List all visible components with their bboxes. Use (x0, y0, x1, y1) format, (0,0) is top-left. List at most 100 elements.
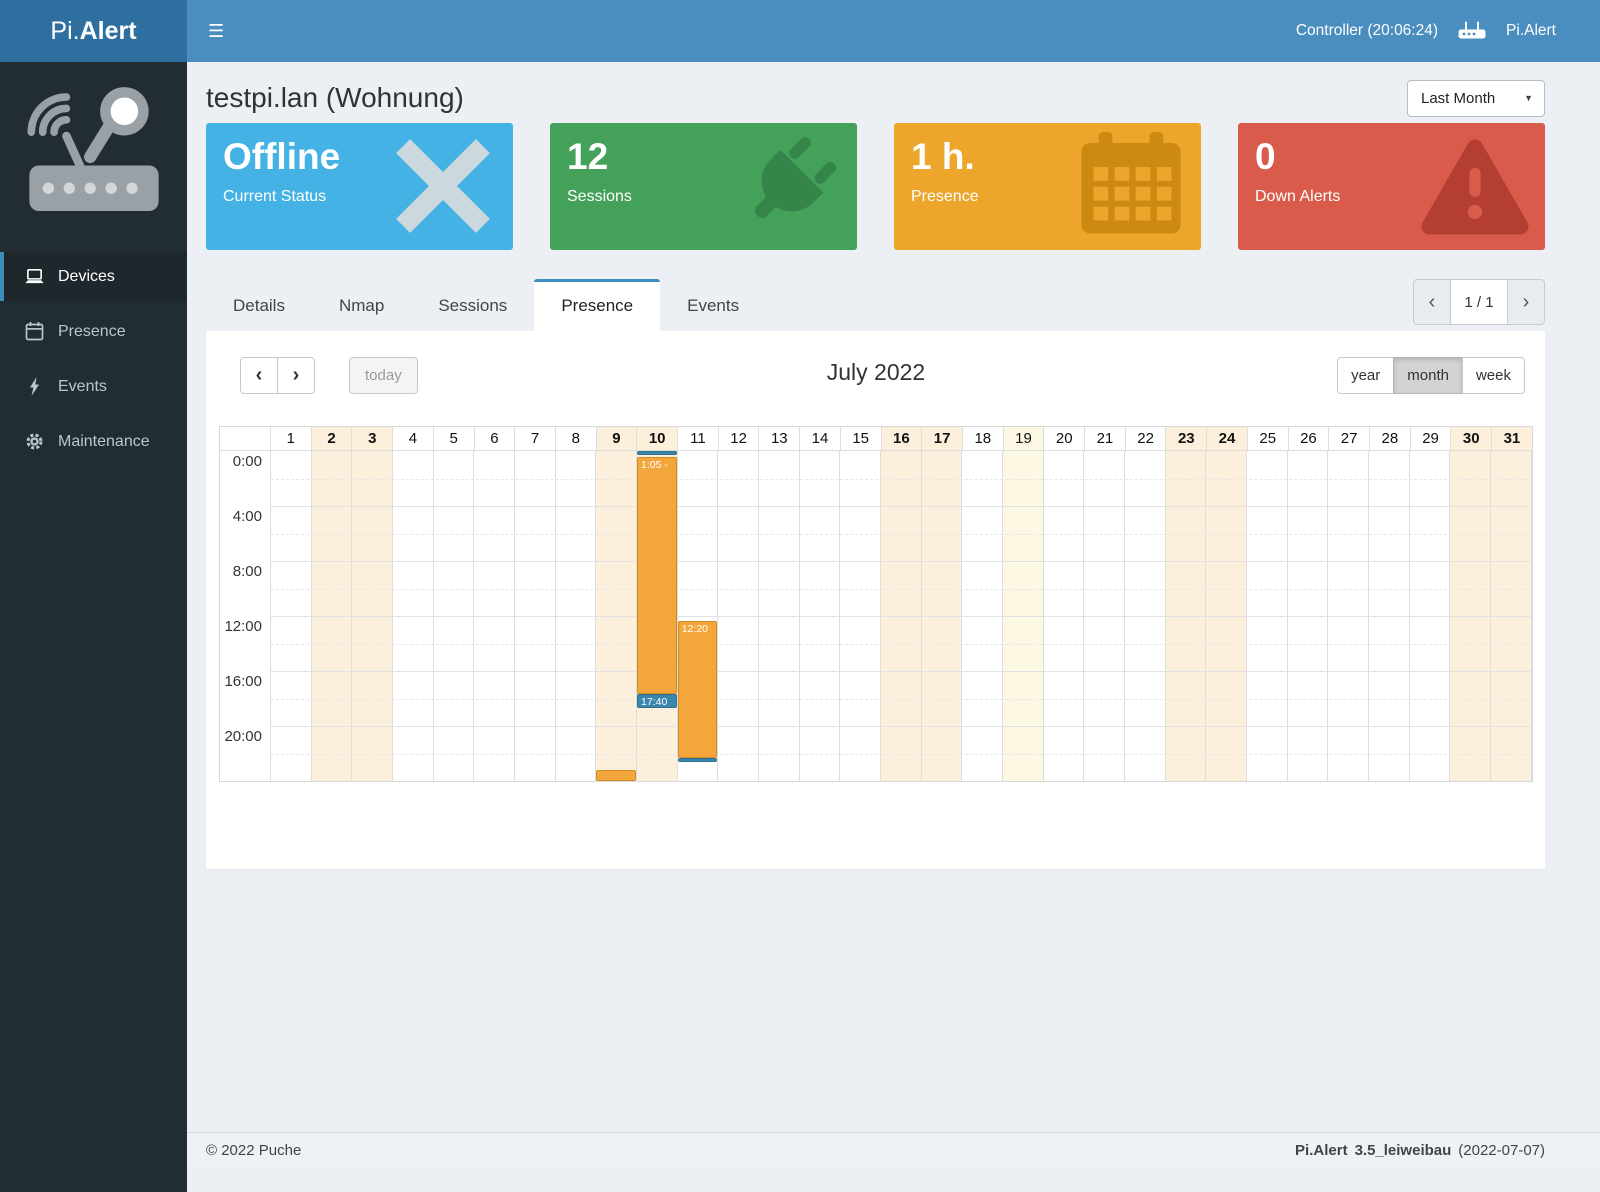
stat-card-sessions: 12 Sessions (550, 123, 857, 250)
calendar-event[interactable] (637, 451, 677, 456)
calendar-day-column-21[interactable] (1084, 451, 1126, 781)
tab-nmap[interactable]: Nmap (338, 296, 385, 315)
calendar-event[interactable]: 12:20 (677, 620, 718, 758)
time-label: 4:00 (232, 508, 262, 525)
footer-date: (2022-07-07) (1458, 1142, 1545, 1159)
calendar-day-column-13[interactable] (759, 451, 800, 781)
navbar-app-name[interactable]: Pi.Alert (1506, 22, 1556, 39)
calendar-day-header-27: 27 (1329, 427, 1370, 450)
calendar-event[interactable] (677, 758, 718, 762)
calendar-day-header-10: 10 (637, 427, 679, 450)
navbar-content: ☰ Controller (20:06:24) Pi.Alert (187, 0, 1600, 62)
calendar-day-column-27[interactable] (1328, 451, 1370, 781)
tab-details[interactable]: Details (233, 296, 285, 315)
tab-presence[interactable]: Presence (534, 279, 661, 331)
x-icon (387, 130, 499, 242)
sidebar-item-events[interactable]: Events (0, 362, 187, 411)
sidebar-item-devices[interactable]: Devices (0, 252, 187, 301)
calendar-day-header-5: 5 (434, 427, 475, 450)
calendar-day-header-15: 15 (841, 427, 882, 450)
calendar-today-button[interactable]: today (349, 357, 418, 394)
calendar-day-header-8: 8 (556, 427, 597, 450)
page-prev-button[interactable]: ‹ (1413, 279, 1451, 325)
calendar-day-header: 1 2 3 4 5 6 7 8 9 10 11 12 13 14 15 16 17 18 19 20 21 22 23 24 2… (220, 427, 1532, 451)
calendar-next-button[interactable]: › (277, 357, 315, 394)
calendar-day-column-25[interactable] (1247, 451, 1288, 781)
calendar-day-header-3: 3 (352, 427, 394, 450)
calendar-day-column-6[interactable] (474, 451, 516, 781)
calendar-day-header-18: 18 (963, 427, 1004, 450)
stat-card-label: Presence (911, 187, 979, 205)
controller-status[interactable]: Controller (20:06:24) (1295, 22, 1439, 39)
calendar-title: July 2022 (826, 359, 926, 385)
page-title: testpi.lan (Wohnung) (206, 82, 464, 113)
calendar-header-gutter (220, 427, 271, 450)
calendar-day-header-31: 31 (1492, 427, 1532, 450)
page-header: testpi.lan (Wohnung) Last Month ▼ (206, 74, 1545, 122)
calendar-grid-icon (1075, 130, 1187, 242)
calendar-view-week[interactable]: week (1461, 357, 1525, 394)
calendar-day-header-24: 24 (1207, 427, 1248, 450)
calendar-day-column-9[interactable] (596, 451, 638, 781)
calendar-day-column-29[interactable] (1410, 451, 1451, 781)
calendar-day-column-11[interactable]: 12:20 (677, 451, 719, 781)
calendar-day-header-23: 23 (1166, 427, 1208, 450)
brand-bold: Alert (79, 16, 137, 45)
calendar-day-column-19[interactable] (1003, 451, 1044, 781)
sidebar-item-maintenance[interactable]: Maintenance (0, 417, 187, 466)
calendar-event[interactable] (596, 770, 637, 781)
page-bottom-spacer (187, 1168, 1600, 1192)
page-next-button[interactable]: › (1507, 279, 1545, 325)
sidebar-menu: Devices Presence Events Maintenance (0, 252, 187, 466)
calendar-event[interactable]: 1:05 - (637, 457, 677, 694)
calendar-day-header-16: 16 (881, 427, 923, 450)
sidebar-item-presence[interactable]: Presence (0, 307, 187, 356)
calendar-day-column-31[interactable] (1491, 451, 1532, 781)
time-label: 12:00 (224, 618, 262, 635)
pialert-logo-art (0, 62, 187, 252)
calendar-day-column-4[interactable] (393, 451, 434, 781)
device-tabs: Details Nmap Sessions Presence Events (206, 279, 766, 331)
calendar-day-column-28[interactable] (1369, 451, 1410, 781)
calendar-day-column-8[interactable] (556, 451, 597, 781)
calendar-day-column-1[interactable] (271, 451, 312, 781)
calendar-day-column-2[interactable] (311, 451, 353, 781)
router-icon (1457, 20, 1487, 42)
calendar-nav-buttons: ‹ › (240, 357, 315, 394)
calendar-day-header-19: 19 (1003, 427, 1045, 450)
sidebar-item-label: Maintenance (58, 432, 150, 450)
calendar-day-header-25: 25 (1248, 427, 1289, 450)
hamburger-icon[interactable]: ☰ (208, 20, 225, 41)
bolt-icon (23, 377, 45, 396)
calendar-day-column-3[interactable] (352, 451, 394, 781)
calendar-day-column-23[interactable] (1165, 451, 1207, 781)
calendar-day-column-14[interactable] (800, 451, 841, 781)
calendar-day-column-15[interactable] (840, 451, 882, 781)
calendar-day-column-26[interactable] (1288, 451, 1329, 781)
stat-card-label: Down Alerts (1255, 187, 1341, 205)
calendar-day-header-22: 22 (1126, 427, 1167, 450)
calendar-view-year[interactable]: year (1337, 357, 1395, 394)
calendar-day-column-20[interactable] (1044, 451, 1085, 781)
calendar-day-column-30[interactable] (1450, 451, 1492, 781)
tab-events[interactable]: Events (687, 296, 740, 315)
calendar-day-column-5[interactable] (434, 451, 475, 781)
calendar-day-column-17[interactable] (921, 451, 963, 781)
calendar-day-column-12[interactable] (718, 451, 760, 781)
calendar-body: 0:00 4:00 8:00 12:00 16:00 20:00 1:05 -17:40 1… (220, 451, 1532, 781)
calendar-day-column-24[interactable] (1206, 451, 1248, 781)
calendar-day-header-1: 1 (271, 427, 312, 450)
calendar-event[interactable]: 17:40 (637, 693, 677, 709)
calendar-day-column-22[interactable] (1125, 451, 1166, 781)
tab-sessions[interactable]: Sessions (438, 296, 508, 315)
calendar-day-column-18[interactable] (962, 451, 1004, 781)
stat-card-value: 12 (567, 136, 609, 177)
calendar-day-column-16[interactable] (881, 451, 922, 781)
calendar-day-header-6: 6 (475, 427, 516, 450)
calendar-day-header-14: 14 (800, 427, 841, 450)
brand-logo[interactable]: Pi. Alert (0, 0, 187, 62)
calendar-day-column-10[interactable]: 1:05 - 17:40 (637, 451, 678, 781)
calendar-day-column-7[interactable] (515, 451, 556, 781)
calendar-view-month[interactable]: month (1393, 357, 1463, 394)
period-select[interactable]: Last Month ▼ (1407, 79, 1545, 117)
